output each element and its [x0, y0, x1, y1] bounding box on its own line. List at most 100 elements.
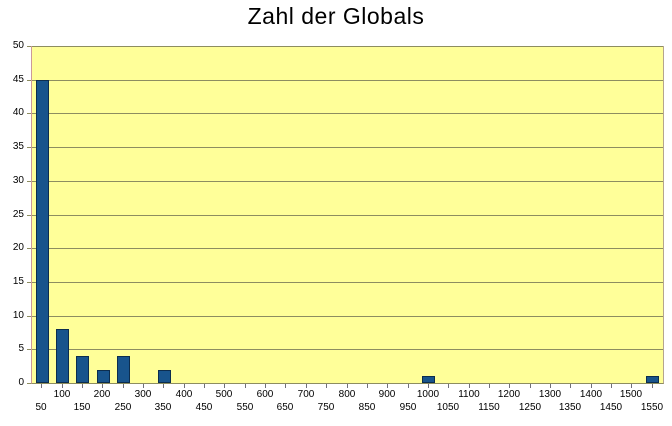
y-axis-tick: [27, 79, 31, 81]
x-axis-tick: [265, 384, 266, 388]
x-axis-tick: [408, 384, 409, 388]
x-axis-label: 900: [378, 389, 396, 400]
y-axis-label: 35: [12, 141, 24, 153]
y-axis-tick: [27, 349, 31, 351]
x-axis-label: 1250: [518, 402, 542, 413]
y-axis-tick: [27, 281, 31, 283]
x-axis-tick: [347, 384, 348, 388]
x-axis-tick: [631, 384, 632, 388]
x-axis-label: 1100: [458, 389, 480, 400]
x-axis-tick: [326, 384, 327, 388]
x-axis-label: 850: [358, 402, 376, 413]
x-axis-label: 400: [175, 389, 193, 400]
gridline: [32, 79, 663, 81]
x-axis-label: 100: [53, 389, 71, 400]
x-axis-label: 1150: [478, 402, 500, 413]
y-axis-tick: [27, 180, 31, 182]
y-axis-label: 40: [12, 107, 24, 119]
x-axis-label: 350: [154, 402, 172, 413]
x-axis-label: 950: [399, 402, 417, 413]
gridline: [32, 113, 663, 115]
x-axis-label: 1200: [497, 389, 521, 400]
x-axis-tick: [367, 384, 368, 388]
x-axis-label: 700: [297, 389, 315, 400]
bar-100: [56, 329, 70, 383]
x-axis-label: 150: [73, 402, 91, 413]
y-axis-tick: [27, 315, 31, 317]
x-axis-tick: [41, 384, 42, 388]
x-axis-tick: [591, 384, 592, 388]
gridline: [32, 214, 663, 216]
x-axis-label: 1350: [558, 402, 582, 413]
y-axis-label: 25: [12, 208, 24, 220]
x-axis-label: 300: [134, 389, 152, 400]
x-axis-label: 450: [195, 402, 213, 413]
bar-1000: [422, 376, 436, 383]
x-axis-tick: [509, 384, 510, 388]
x-axis-label: 200: [93, 389, 111, 400]
x-axis-tick: [184, 384, 185, 388]
y-axis-label: 45: [12, 73, 24, 85]
x-axis-label: 1500: [619, 389, 643, 400]
x-axis-tick: [306, 384, 307, 388]
y-axis-tick: [27, 214, 31, 216]
x-axis-label: 1300: [538, 389, 562, 400]
x-axis-tick: [387, 384, 388, 388]
bar-250: [117, 356, 131, 383]
x-axis-label: 650: [276, 402, 294, 413]
y-axis-tick: [27, 383, 31, 384]
y-axis-label: 5: [18, 343, 24, 355]
x-axis-label: 750: [317, 402, 335, 413]
x-axis-tick: [204, 384, 205, 388]
x-axis-label: 600: [256, 389, 274, 400]
x-axis-label: 250: [114, 402, 132, 413]
x-axis-label: 500: [215, 389, 233, 400]
x-axis-label: 550: [236, 402, 254, 413]
x-axis-tick: [163, 384, 164, 388]
x-axis-tick: [245, 384, 246, 388]
x-axis-tick: [550, 384, 551, 388]
x-axis-tick: [570, 384, 571, 388]
x-axis-tick: [489, 384, 490, 388]
y-axis-label: 30: [12, 174, 24, 186]
x-axis-label: 1400: [579, 389, 603, 400]
y-axis-tick: [27, 113, 31, 115]
y-axis-tick: [27, 46, 31, 47]
bar-1550: [646, 376, 660, 383]
x-axis-label: 1050: [436, 402, 460, 413]
y-axis-label: 50: [12, 40, 24, 51]
x-axis-label: 50: [35, 402, 47, 413]
x-axis-label: 800: [338, 389, 356, 400]
y-axis-label: 10: [12, 309, 24, 321]
chart-title: Zahl der Globals: [247, 3, 425, 29]
gridline: [32, 315, 663, 317]
x-axis-tick: [611, 384, 612, 388]
y-axis-tick: [27, 147, 31, 149]
x-axis-tick: [652, 384, 653, 388]
x-axis-tick: [224, 384, 225, 388]
bar-350: [157, 370, 171, 383]
x-axis-tick: [143, 384, 144, 388]
x-axis-tick: [469, 384, 470, 388]
x-axis-tick: [285, 384, 286, 388]
gridline: [32, 248, 663, 250]
x-axis-tick: [82, 384, 83, 388]
x-axis-tick: [448, 384, 449, 388]
plot-area: [31, 46, 664, 384]
gridline: [32, 46, 663, 47]
x-axis-tick: [428, 384, 429, 388]
x-axis-tick: [530, 384, 531, 388]
x-axis-label: 1450: [599, 402, 623, 413]
gridline: [32, 147, 663, 149]
x-axis-label: 1550: [640, 402, 664, 413]
x-axis-tick: [123, 384, 124, 388]
y-axis-label: 0: [18, 377, 24, 388]
x-axis-tick: [102, 384, 103, 388]
x-axis-label: 1000: [416, 389, 440, 400]
gridline: [32, 180, 663, 182]
bar-150: [76, 356, 90, 383]
gridline: [32, 349, 663, 351]
bar-50: [35, 80, 49, 383]
bar-200: [96, 370, 110, 383]
